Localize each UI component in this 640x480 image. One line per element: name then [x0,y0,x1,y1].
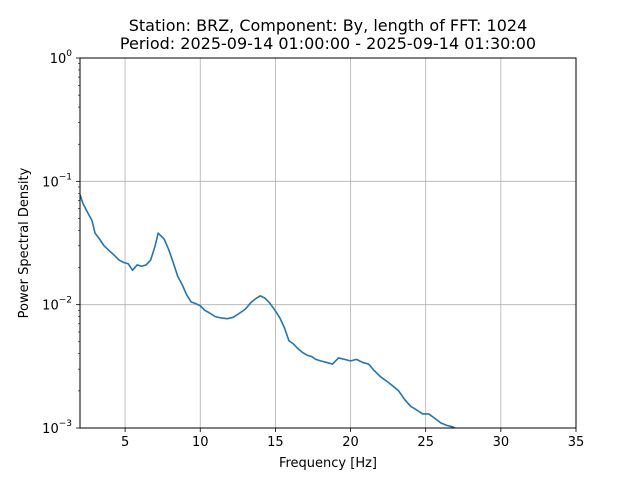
y-tick-label-exponent: −2 [59,296,72,306]
y-tick-label: 10−3 [42,419,72,437]
chart-title: Station: BRZ, Component: By, length of F… [129,16,528,35]
x-tick-label: 35 [568,435,585,450]
x-tick-label: 20 [342,435,359,450]
chart-subtitle: Period: 2025-09-14 01:00:00 - 2025-09-14… [120,34,536,53]
axes-frame [79,57,577,429]
series-line-0 [80,194,457,428]
y-tick-label-base: 10 [50,52,67,67]
y-tick-label-exponent: −3 [59,419,72,429]
y-axis-label: Power Spectral Density [17,167,32,318]
x-axis-label: Frequency [Hz] [279,456,377,471]
y-tick-label: 10−2 [42,296,72,314]
x-axis-ticks: 5 10 15 20 25 30 35 [121,428,584,450]
x-tick-label: 15 [267,435,284,450]
y-tick-label-base: 10 [42,299,59,314]
x-tick-label: 25 [417,435,434,450]
y-tick-label-exponent: −1 [59,172,72,182]
y-tick-label: 100 [50,49,73,67]
plot-area [80,194,457,428]
x-tick-label: 30 [493,435,510,450]
y-tick-label-base: 10 [42,422,59,437]
y-tick-label: 10−1 [42,172,72,190]
y-tick-label-exponent: 0 [66,49,72,59]
y-tick-label-base: 10 [42,175,59,190]
x-tick-label: 10 [192,435,209,450]
x-tick-label: 5 [121,435,129,450]
